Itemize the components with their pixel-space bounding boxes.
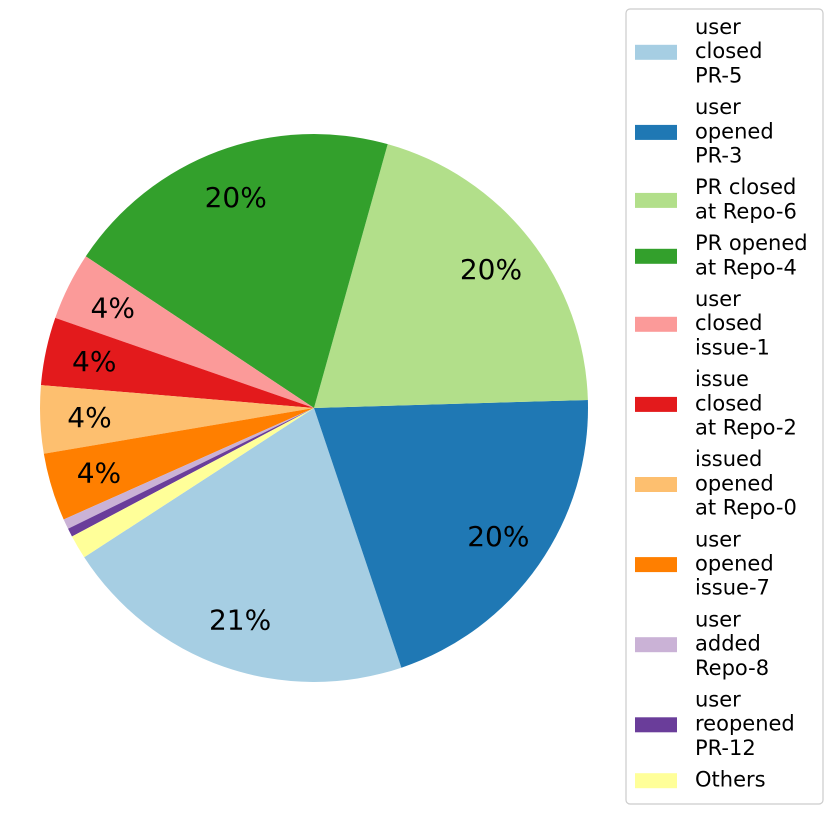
legend-item-user-reopened-pr-12: user reopened PR-12 (635, 688, 795, 760)
legend-swatch (635, 396, 677, 412)
legend-item-user-opened-issue-7: user opened issue-7 (635, 527, 774, 600)
legend-item-user-closed-pr-5: user closed PR-5 (635, 15, 762, 87)
legend-item-pr-opened-at-repo-4: PR opened at Repo-4 (635, 231, 808, 279)
pie-slice-others (71, 408, 315, 558)
legend-label: issue closed at Repo-2 (695, 367, 797, 439)
percent-label-pr-opened-at-repo-4: 20% (205, 181, 267, 214)
percent-label-user-opened-issue-7: 4% (77, 456, 121, 489)
legend-swatch (635, 316, 677, 332)
percent-label-pr-closed-at-repo-6: 20% (460, 253, 522, 286)
legend-label: Others (695, 768, 766, 792)
pie-slice-user-reopened-pr-12 (68, 408, 315, 537)
legend-item-pr-closed-at-repo-6: PR closed at Repo-6 (635, 175, 797, 223)
legend-item-user-added-repo-8: user added Repo-8 (635, 607, 769, 680)
pie-slice-user-opened-issue-7 (43, 408, 314, 520)
legend-label: issued opened at Repo-0 (695, 447, 797, 519)
legend-item-user-closed-issue-1: user closed issue-1 (635, 287, 770, 359)
legend-swatch (635, 192, 677, 208)
legend-label: PR opened at Repo-4 (695, 231, 808, 279)
pie-slice-issued-opened-at-repo-0 (39, 385, 314, 454)
legend-label: user reopened PR-12 (695, 688, 795, 760)
percent-labels: 21% 20% 20% 20% 4% 4% 4% 4% (67, 181, 529, 637)
legend-item-others: Others (635, 768, 766, 792)
pie-slice-pr-closed-at-repo-6 (314, 144, 588, 409)
legend-label: PR closed at Repo-6 (695, 175, 797, 223)
legend-swatch (635, 717, 677, 733)
legend-item-issued-opened-at-repo-0: issued opened at Repo-0 (635, 447, 797, 520)
legend-swatch (635, 477, 677, 492)
legend-label: user closed issue-1 (695, 287, 770, 359)
pie-slice-user-closed-issue-1 (55, 256, 314, 408)
percent-label-user-opened-pr-3: 20% (467, 520, 529, 553)
legend-items: user closed PR-5 user opened PR-3 PR closed at … (635, 15, 808, 792)
pie-slice-user-closed-pr-5 (84, 408, 402, 682)
percent-label-issue-closed-at-repo-2: 4% (72, 345, 116, 378)
percent-label-user-closed-issue-1: 4% (91, 292, 135, 325)
legend-swatch (635, 44, 677, 60)
legend-swatch (635, 637, 677, 653)
percent-label-user-closed-pr-5: 21% (209, 604, 271, 637)
legend-label: user opened PR-3 (695, 95, 774, 167)
legend-label: user closed PR-5 (695, 15, 762, 87)
legend-swatch (635, 557, 677, 573)
legend-swatch (635, 773, 677, 789)
legend-label: user opened issue-7 (695, 527, 774, 599)
legend-swatch (635, 124, 677, 140)
legend: user closed PR-5 user opened PR-3 PR closed at … (625, 8, 824, 805)
pie-slice-user-added-repo-8 (63, 408, 315, 529)
pie-slices (39, 134, 588, 682)
pie-slice-user-opened-pr-3 (314, 399, 588, 668)
legend-label: user added Repo-8 (695, 607, 769, 679)
pie-slice-pr-opened-at-repo-4 (85, 134, 388, 408)
legend-swatch (635, 248, 677, 264)
pie-slice-issue-closed-at-repo-2 (40, 317, 314, 408)
legend-item-user-opened-pr-3: user opened PR-3 (635, 95, 774, 168)
legend-item-issue-closed-at-repo-2: issue closed at Repo-2 (635, 367, 797, 440)
percent-label-issued-opened-at-repo-0: 4% (67, 401, 111, 434)
